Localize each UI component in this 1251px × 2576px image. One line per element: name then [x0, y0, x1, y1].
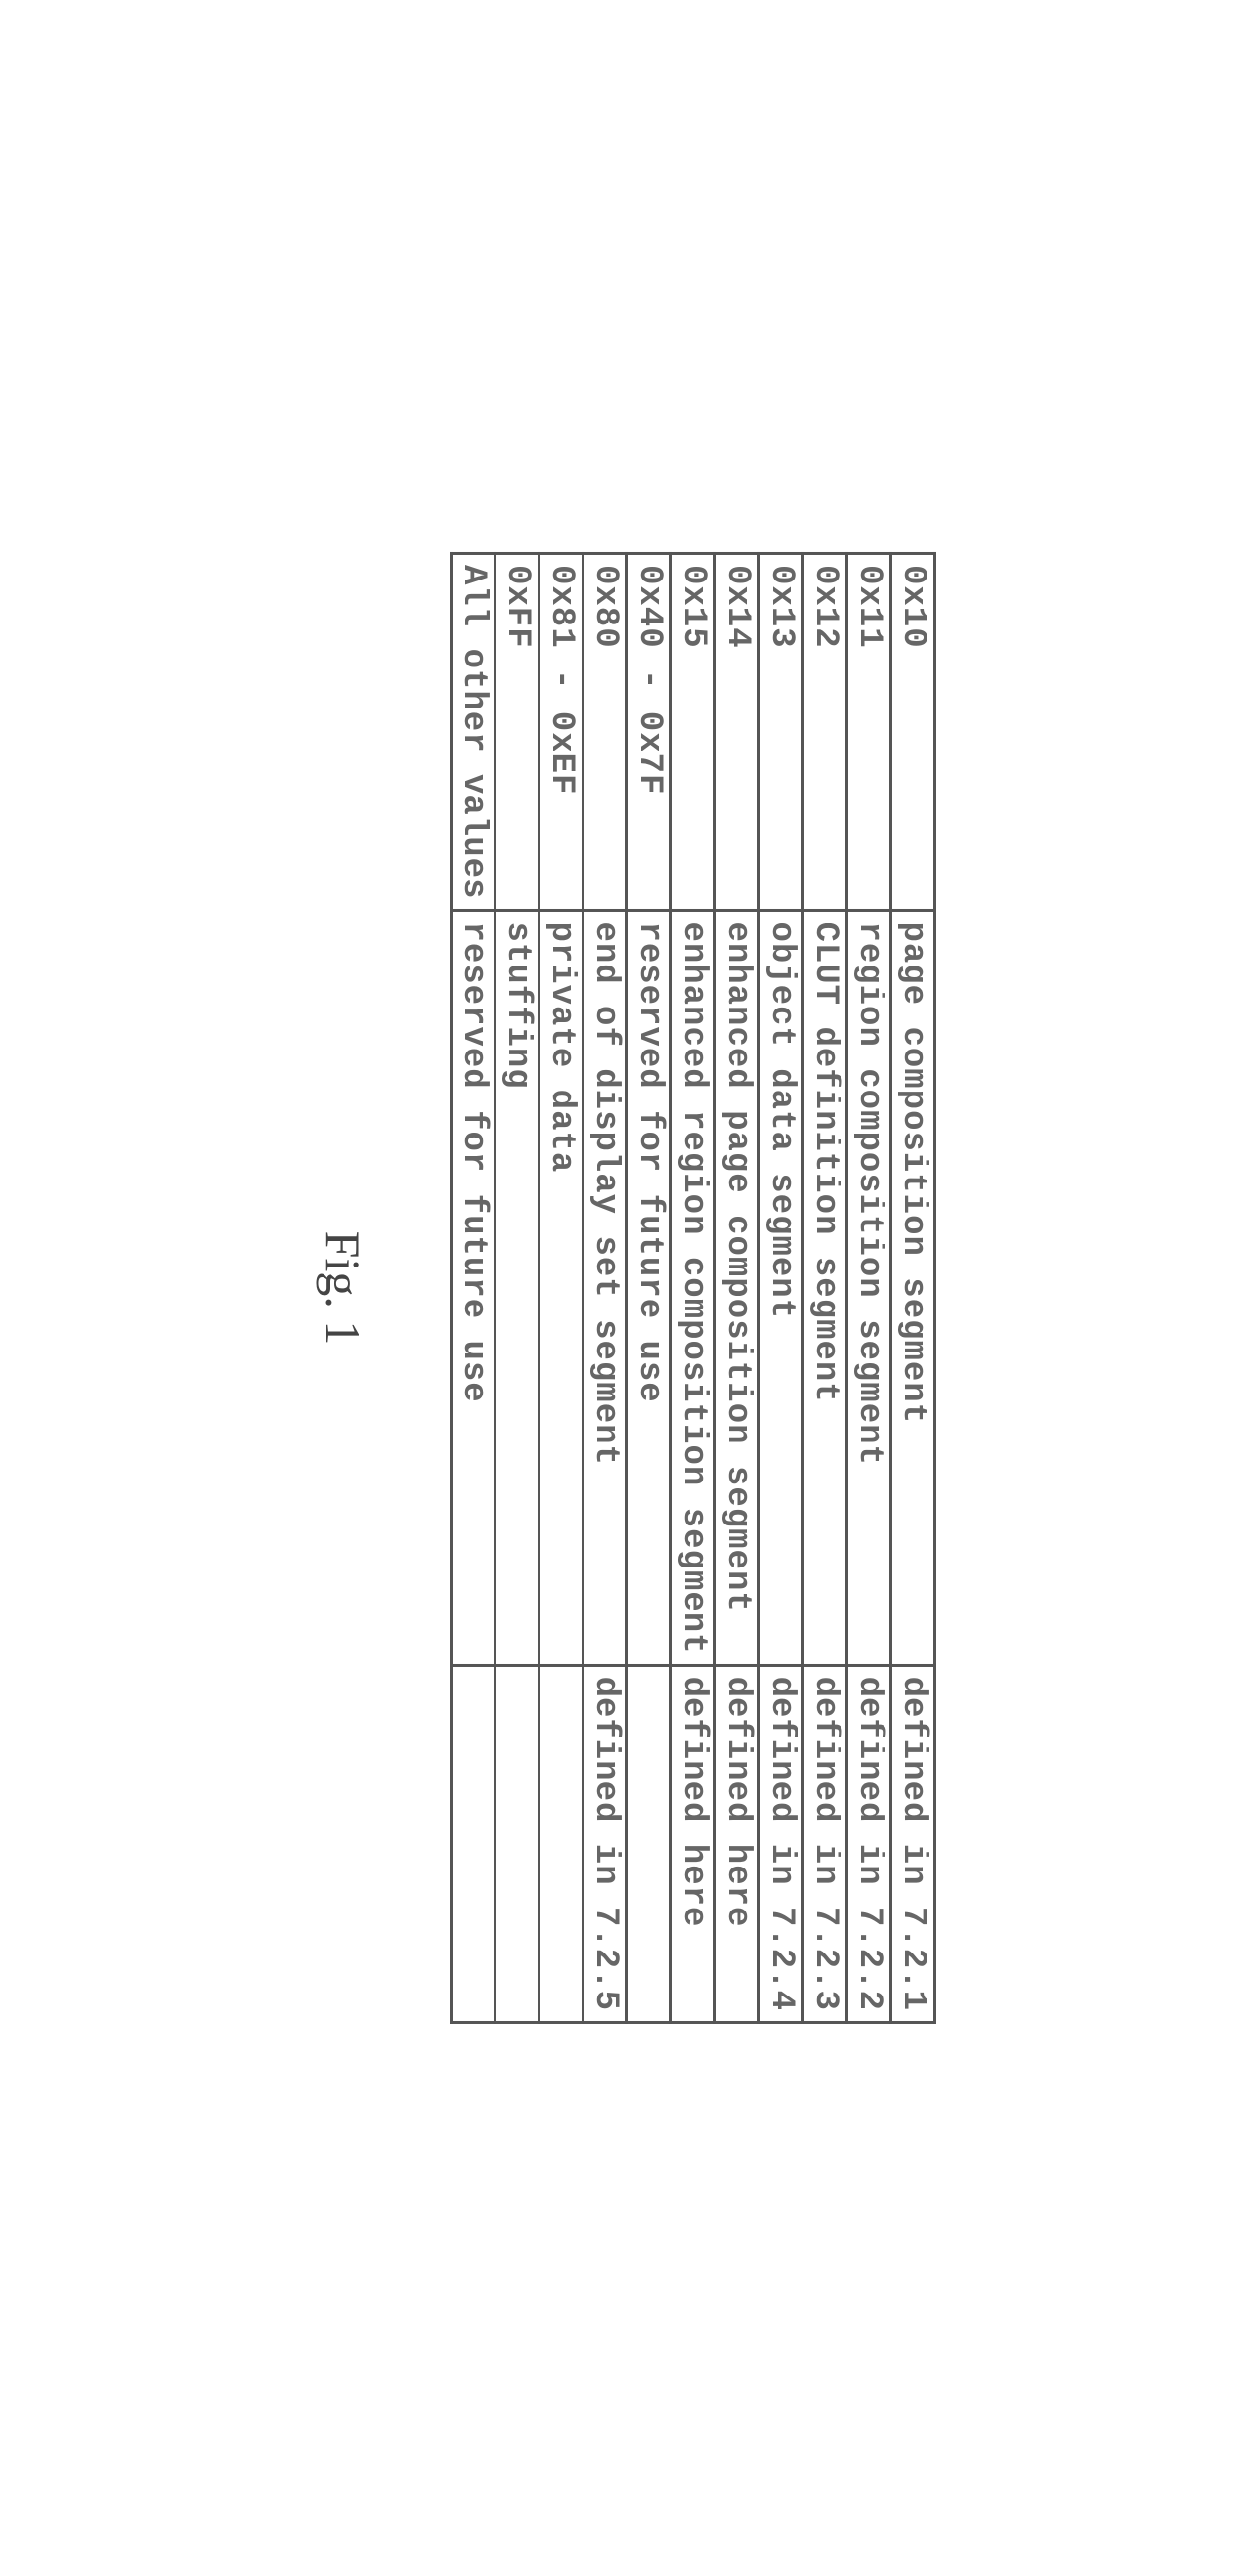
table-row: 0x40 - 0x7Freserved for future use — [627, 553, 671, 2022]
cell-reference — [627, 1665, 671, 2022]
segment-type-table: 0x10page composition segmentdefined in 7… — [450, 552, 936, 2024]
table-row: 0x10page composition segmentdefined in 7… — [891, 553, 935, 2022]
cell-reference: defined in 7.2.5 — [583, 1665, 627, 2022]
cell-segment-type: stuffing — [496, 911, 539, 1665]
cell-segment-type: object data segment — [759, 911, 803, 1665]
cell-reference: defined in 7.2.2 — [847, 1665, 891, 2022]
cell-value: 0x80 — [583, 553, 627, 910]
cell-segment-type: private data — [539, 911, 583, 1665]
table-row: 0x13object data segmentdefined in 7.2.4 — [759, 553, 803, 2022]
cell-value: 0x11 — [847, 553, 891, 910]
table-row: 0x14enhanced page composition segmentdef… — [715, 553, 759, 2022]
cell-reference — [452, 1665, 496, 2022]
cell-reference — [496, 1665, 539, 2022]
cell-reference: defined in 7.2.4 — [759, 1665, 803, 2022]
table-row: 0x12CLUT definition segmentdefined in 7.… — [803, 553, 847, 2022]
cell-value: 0x14 — [715, 553, 759, 910]
cell-reference — [539, 1665, 583, 2022]
cell-reference: defined here — [671, 1665, 715, 2022]
cell-segment-type: enhanced page composition segment — [715, 911, 759, 1665]
cell-value: 0x15 — [671, 553, 715, 910]
cell-segment-type: page composition segment — [891, 911, 935, 1665]
cell-reference: defined in 7.2.1 — [891, 1665, 935, 2022]
cell-value: 0xFF — [496, 553, 539, 910]
cell-segment-type: reserved for future use — [627, 911, 671, 1665]
cell-segment-type: end of display set segment — [583, 911, 627, 1665]
cell-segment-type: CLUT definition segment — [803, 911, 847, 1665]
table-row: All other valuesreserved for future use — [452, 553, 496, 2022]
table-row: 0x80end of display set segmentdefined in… — [583, 553, 627, 2022]
table-row: 0x11region composition segmentdefined in… — [847, 553, 891, 2022]
cell-reference: defined here — [715, 1665, 759, 2022]
cell-segment-type: enhanced region composition segment — [671, 911, 715, 1665]
cell-value: 0x10 — [891, 553, 935, 910]
table-row: 0x81 - 0xEFprivate data — [539, 553, 583, 2022]
cell-value: 0x12 — [803, 553, 847, 910]
figure-caption: Fig. 1 — [315, 552, 371, 2024]
cell-value: 0x81 - 0xEF — [539, 553, 583, 910]
cell-segment-type: region composition segment — [847, 911, 891, 1665]
cell-reference: defined in 7.2.3 — [803, 1665, 847, 2022]
cell-value: All other values — [452, 553, 496, 910]
cell-value: 0x13 — [759, 553, 803, 910]
table-row: 0xFFstuffing — [496, 553, 539, 2022]
table-row: 0x15enhanced region composition segmentd… — [671, 553, 715, 2022]
rotated-figure-container: 0x10page composition segmentdefined in 7… — [315, 552, 936, 2024]
cell-segment-type: reserved for future use — [452, 911, 496, 1665]
table-body: 0x10page composition segmentdefined in 7… — [452, 553, 935, 2022]
cell-value: 0x40 - 0x7F — [627, 553, 671, 910]
